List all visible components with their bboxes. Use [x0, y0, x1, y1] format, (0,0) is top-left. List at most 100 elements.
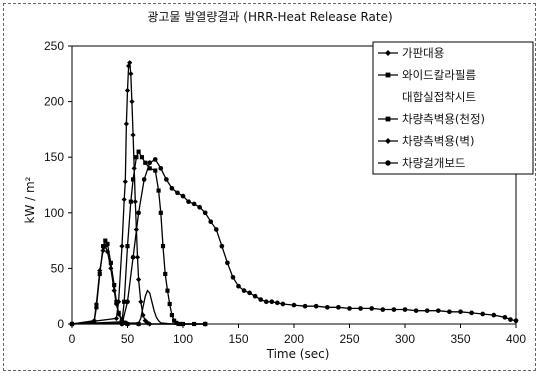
- data-point: [139, 155, 145, 160]
- data-point: [491, 312, 497, 318]
- legend-item: 가판대용: [378, 46, 444, 60]
- data-point: [152, 157, 158, 162]
- legend-swatch-marker: [385, 160, 391, 166]
- data-point: [136, 321, 142, 327]
- legend-item: 와이드칼라필름: [378, 68, 476, 82]
- data-point: [169, 313, 174, 318]
- y-tick-label: 250: [44, 39, 64, 53]
- data-point: [347, 306, 352, 311]
- data-point: [186, 199, 191, 205]
- data-point: [219, 243, 225, 249]
- data-point: [122, 179, 128, 185]
- series-layer: [69, 60, 519, 327]
- data-point: [380, 307, 386, 312]
- data-point: [230, 274, 236, 280]
- data-point: [241, 288, 247, 293]
- data-point: [369, 306, 375, 311]
- data-point: [208, 219, 214, 225]
- data-point: [358, 306, 363, 311]
- legend-label: 대합실접착시트: [402, 90, 476, 104]
- data-point: [91, 318, 97, 324]
- data-point: [424, 308, 430, 313]
- data-point: [113, 315, 119, 322]
- data-point: [502, 314, 508, 320]
- y-tick-label: 200: [44, 95, 64, 109]
- data-point: [134, 254, 141, 260]
- legend-item: 차량걸개보드: [378, 156, 465, 170]
- data-point: [180, 193, 186, 199]
- data-point: [113, 301, 119, 307]
- legend-swatch-marker: [385, 138, 391, 144]
- data-point: [119, 321, 125, 327]
- data-point: [132, 199, 138, 205]
- data-point: [402, 307, 408, 312]
- data-point: [252, 293, 258, 299]
- data-point: [175, 190, 180, 196]
- series-2: [71, 289, 206, 325]
- data-point: [141, 177, 147, 182]
- legend-item: 대합실접착시트: [402, 90, 476, 104]
- data-point: [336, 304, 341, 310]
- y-tick-label: 0: [57, 317, 64, 331]
- x-axis-ticks: 0 50 100 150 200 250 300 350 400: [69, 324, 526, 346]
- data-point: [102, 243, 108, 249]
- data-point: [136, 210, 141, 216]
- data-point: [136, 276, 142, 283]
- legend-box: [372, 41, 534, 175]
- legend-label: 가판대용: [402, 46, 444, 60]
- legend-item: 차량측벽용(벽): [378, 134, 474, 148]
- x-tick-label: 200: [284, 332, 304, 346]
- data-point: [164, 177, 169, 182]
- data-point: [480, 311, 486, 317]
- data-point: [172, 318, 177, 323]
- data-point: [508, 317, 513, 322]
- data-point: [280, 301, 286, 307]
- legend-label: 차량측벽용(벽): [402, 134, 474, 148]
- data-point: [69, 321, 75, 327]
- data-point: [116, 311, 122, 317]
- data-point: [143, 160, 148, 165]
- data-point: [108, 260, 113, 265]
- data-point: [111, 288, 117, 294]
- x-tick-label: 400: [506, 332, 526, 346]
- data-point: [122, 299, 127, 304]
- data-point: [97, 268, 103, 274]
- data-point: [128, 199, 133, 204]
- data-point: [121, 196, 127, 203]
- data-point: [291, 302, 297, 308]
- data-point: [225, 260, 230, 266]
- y-tick-label: 150: [44, 150, 64, 164]
- data-point: [130, 177, 136, 182]
- data-point: [174, 320, 179, 325]
- data-point: [138, 299, 144, 305]
- data-point: [197, 204, 202, 210]
- y-axis-label: kW / m²: [23, 176, 37, 223]
- data-point: [119, 243, 125, 249]
- data-point: [169, 185, 175, 191]
- series-1: [69, 149, 208, 327]
- series-5: [69, 157, 519, 327]
- legend-swatch-marker: [385, 116, 391, 122]
- data-point: [413, 308, 419, 313]
- data-point: [130, 254, 136, 260]
- data-point: [160, 244, 166, 249]
- data-point: [202, 321, 208, 327]
- legend-label: 차량걸개보드: [402, 156, 465, 170]
- x-axis-label: Time (sec): [266, 347, 330, 361]
- data-point: [125, 299, 130, 305]
- data-point: [124, 321, 131, 327]
- data-point: [213, 227, 219, 232]
- legend-label: 차량측벽용(천정): [402, 112, 485, 126]
- data-point: [156, 188, 161, 193]
- x-tick-label: 150: [228, 332, 248, 346]
- data-point: [324, 304, 330, 310]
- data-point: [134, 155, 139, 160]
- data-point: [124, 87, 131, 94]
- data-point: [447, 309, 452, 315]
- data-point: [191, 201, 197, 207]
- chart-title: 광고물 발열량결과 (HRR-Heat Release Rate): [147, 10, 392, 24]
- data-point: [275, 300, 280, 306]
- data-point: [158, 210, 163, 215]
- legend-label: 와이드칼라필름: [402, 68, 476, 82]
